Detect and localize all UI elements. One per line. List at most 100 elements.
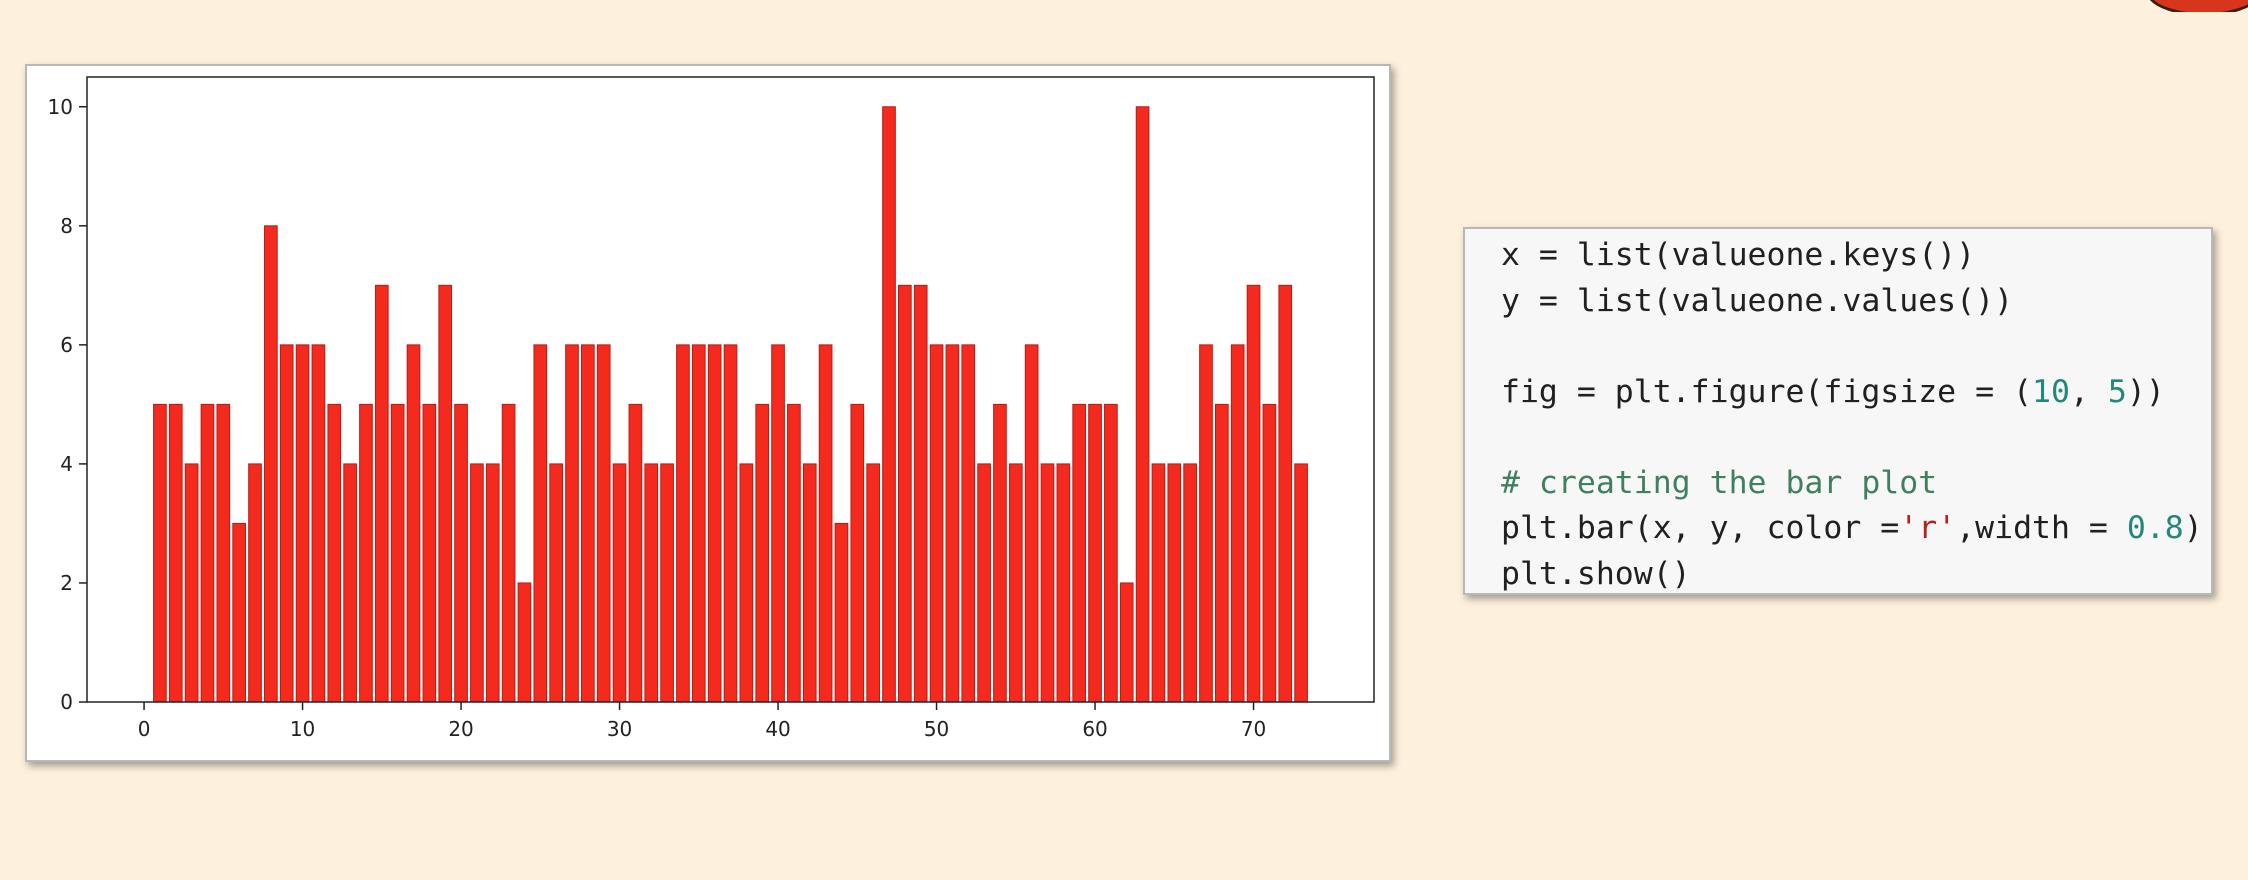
bar: [295, 344, 310, 703]
x-tick-label: 60: [1082, 717, 1107, 741]
bar: [454, 403, 468, 703]
bar: [612, 463, 627, 703]
x-tick-label: 70: [1241, 717, 1266, 741]
bar: [723, 344, 738, 703]
code-token: ,width =: [1956, 510, 2127, 546]
bar: [1183, 463, 1197, 703]
bar: [1056, 463, 1071, 703]
code-token: 0.8: [2126, 510, 2184, 546]
bar: [596, 344, 611, 703]
bar: [501, 403, 516, 703]
bar: [264, 225, 278, 703]
code-token: fig = plt.figure(figsize = (: [1501, 373, 2033, 410]
bar: [311, 344, 326, 703]
bar: [1119, 582, 1134, 703]
code-token: ,: [2069, 373, 2108, 410]
bar: [359, 403, 373, 703]
decorative-shape: [2146, 0, 2248, 12]
x-tick-label: 0: [138, 717, 151, 741]
y-tick-label: 0: [60, 690, 73, 714]
y-tick-label: 8: [60, 214, 73, 238]
bar: [977, 463, 991, 703]
bar: [660, 463, 674, 703]
bar: [1294, 463, 1308, 703]
plot-frame: [86, 76, 1375, 703]
bar: [1262, 403, 1277, 703]
bar: [549, 463, 563, 703]
y-tick-label: 2: [60, 571, 73, 595]
bar: [755, 403, 770, 703]
bar: [1230, 344, 1245, 703]
bar: [1278, 284, 1293, 703]
code-token: plt.bar(x, y, color =: [1501, 510, 1900, 546]
bar: [866, 463, 880, 703]
bar: [882, 106, 896, 703]
bar: [565, 344, 579, 703]
bar: [216, 403, 231, 703]
bar: [1072, 403, 1087, 703]
code-line: x = list(valueone.keys()): [1501, 233, 2211, 279]
bar: [153, 403, 167, 703]
bar: [581, 344, 595, 703]
bar: [485, 463, 500, 703]
bar: [929, 344, 944, 703]
bar: [993, 403, 1007, 703]
bar: [1246, 284, 1261, 703]
bar: [818, 344, 833, 703]
code-snippet: x = list(valueone.keys()) y = list(valueo…: [1463, 227, 2213, 595]
bar: [771, 344, 785, 703]
bar: [834, 522, 849, 703]
bar: [343, 463, 357, 703]
code-token: plt.show(): [1501, 555, 1691, 592]
code-token: 10: [2032, 373, 2070, 410]
code-line: plt.show(): [1501, 552, 2211, 594]
bar: [168, 403, 183, 703]
x-tick-label: 20: [448, 717, 473, 741]
x-tick-label: 10: [290, 717, 315, 741]
bar: [802, 463, 817, 703]
bar-series: [153, 106, 1308, 703]
bar: [1151, 463, 1166, 703]
bar: [1024, 344, 1039, 703]
bar: [945, 344, 960, 703]
bar: [644, 463, 659, 703]
bar: [739, 463, 754, 703]
x-tick-label: 30: [607, 717, 632, 741]
code-token: ): [2183, 510, 2203, 546]
code-token: 5: [2107, 373, 2127, 410]
bar: [406, 344, 421, 703]
code-line: fig = plt.figure(figsize = (10, 5)): [1501, 370, 2211, 416]
code-token: # creating the bar plot: [1501, 464, 1938, 501]
code-line: # creating the bar plot: [1501, 461, 2211, 507]
bar: [628, 403, 643, 703]
bar: [184, 463, 199, 703]
bar: [1088, 403, 1102, 703]
bar-chart-figure: 0 10 20 30 40 50 60 70 0 2 4 6 8 10: [25, 64, 1391, 762]
bar: [1167, 463, 1182, 703]
bar: [327, 403, 342, 703]
bar: [422, 403, 437, 703]
bar: [470, 463, 484, 703]
bar: [898, 284, 912, 703]
bar: [1008, 463, 1023, 703]
code-token: x = list(valueone.keys()): [1501, 237, 1976, 273]
bar: [374, 284, 389, 703]
x-tick-label: 40: [765, 717, 790, 741]
bar: [913, 284, 928, 703]
bar: [850, 403, 865, 703]
bar: [707, 344, 722, 703]
x-tick-label: 50: [924, 717, 949, 741]
code-token: 'r': [1899, 510, 1957, 546]
bar: [232, 522, 247, 703]
bar: [1199, 344, 1213, 703]
code-line: [1501, 324, 2211, 370]
bar: [1135, 106, 1150, 703]
bar: [787, 403, 801, 703]
code-line: [1501, 415, 2211, 461]
y-tick-label: 4: [60, 452, 73, 476]
bar: [248, 463, 262, 703]
code-token: )): [2126, 373, 2165, 410]
bar: [1215, 403, 1229, 703]
bar: [517, 582, 532, 703]
bar: [676, 344, 690, 703]
